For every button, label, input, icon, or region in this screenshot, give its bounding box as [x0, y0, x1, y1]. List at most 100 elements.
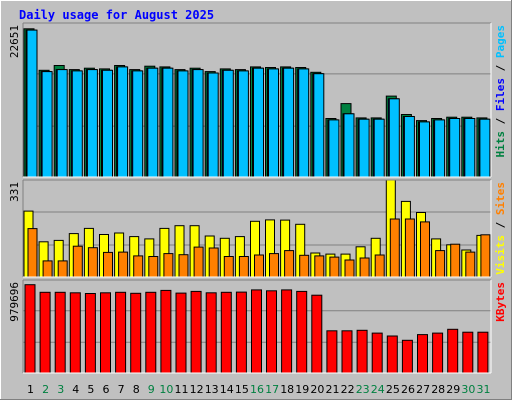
- bar-kbytes-19: [296, 290, 308, 374]
- bar-kbytes-20: [311, 294, 323, 374]
- x-tick-label-28: 28: [431, 383, 445, 396]
- bar-pages-27: [419, 121, 430, 178]
- bar-pages-3: [56, 69, 68, 178]
- bar-pages-30: [464, 118, 476, 178]
- legend-hits: Hits: [494, 131, 507, 158]
- x-tick-label-30: 30: [461, 383, 475, 396]
- panel-legend: Visits / Sites: [494, 182, 507, 275]
- x-tick-label-9: 9: [148, 383, 155, 396]
- bar-kbytes-25: [386, 335, 398, 374]
- bar-kbytes-22: [341, 330, 353, 374]
- panel-max-label: 979696: [8, 282, 21, 322]
- bar-kbytes-3: [54, 291, 66, 374]
- x-tick-label-31: 31: [477, 383, 491, 396]
- bar-pages-11: [177, 70, 189, 178]
- bar-kbytes-6: [100, 292, 111, 374]
- bar-kbytes-28: [432, 332, 444, 374]
- bar-kbytes-13: [205, 292, 217, 374]
- bar-kbytes-26: [401, 339, 413, 374]
- bar-sites-13: [208, 247, 219, 278]
- legend-separator: /: [494, 215, 507, 235]
- bar-kbytes-11: [175, 292, 187, 374]
- panel-max-label: 22651: [8, 25, 21, 58]
- bar-pages-1: [26, 29, 38, 178]
- x-tick-label-13: 13: [205, 383, 219, 396]
- x-tick-label-10: 10: [159, 383, 173, 396]
- panel-max-label: 331: [8, 182, 21, 202]
- bar-pages-14: [222, 69, 234, 178]
- bar-sites-30: [465, 251, 476, 278]
- bar-kbytes-16: [251, 289, 262, 374]
- bar-sites-9: [148, 256, 159, 278]
- x-tick-label-24: 24: [371, 383, 385, 396]
- bar-sites-19: [299, 254, 310, 278]
- x-tick-label-23: 23: [356, 383, 370, 396]
- bar-pages-2: [41, 71, 53, 178]
- panel-hits-files-pages: 22651 Hits / Files / Pages: [8, 22, 507, 178]
- bar-sites-20: [314, 255, 325, 278]
- x-tick-label-5: 5: [87, 383, 94, 396]
- bar-pages-24: [373, 118, 385, 178]
- x-tick-label-21: 21: [326, 383, 340, 396]
- bar-pages-21: [328, 119, 340, 178]
- bar-pages-5: [86, 69, 98, 178]
- bar-kbytes-31: [477, 331, 489, 374]
- panel-legend: Hits / Files / Pages: [494, 25, 507, 158]
- bar-kbytes-2: [39, 291, 51, 374]
- panel-visits-sites: 331 Visits / Sites: [8, 179, 507, 278]
- panel-kbytes: 979696 KBytes: [8, 279, 507, 374]
- bar-sites-25: [389, 218, 400, 278]
- legend-files: Files: [494, 78, 507, 111]
- bar-pages-9: [147, 67, 159, 178]
- bar-kbytes-23: [356, 329, 368, 374]
- bar-pages-16: [253, 67, 264, 178]
- x-tick-label-18: 18: [280, 383, 294, 396]
- bar-sites-6: [103, 251, 113, 278]
- x-tick-label-8: 8: [133, 383, 140, 396]
- bar-sites-16: [254, 254, 264, 278]
- bar-kbytes-30: [462, 331, 474, 374]
- x-tick-label-4: 4: [72, 383, 79, 396]
- bar-pages-4: [71, 70, 83, 178]
- bar-sites-17: [269, 253, 279, 278]
- bar-pages-6: [102, 69, 113, 178]
- x-tick-label-16: 16: [250, 383, 264, 396]
- bar-pages-26: [403, 116, 415, 178]
- bar-sites-7: [118, 251, 129, 278]
- bar-sites-15: [238, 256, 249, 278]
- bar-pages-10: [162, 67, 174, 178]
- x-tick-label-2: 2: [42, 383, 49, 396]
- bar-kbytes-12: [190, 290, 202, 374]
- bar-pages-12: [192, 69, 204, 178]
- legend-separator: /: [494, 58, 507, 78]
- bar-kbytes-1: [24, 284, 36, 374]
- bar-pages-15: [237, 70, 249, 178]
- bar-kbytes-5: [84, 293, 96, 374]
- x-tick-label-19: 19: [295, 383, 309, 396]
- bar-sites-3: [57, 260, 68, 278]
- bar-pages-23: [358, 118, 370, 178]
- bar-kbytes-29: [447, 328, 459, 374]
- bar-sites-2: [42, 260, 53, 278]
- bar-kbytes-14: [220, 291, 232, 374]
- bar-kbytes-7: [115, 291, 127, 374]
- bar-kbytes-18: [281, 289, 293, 374]
- bar-kbytes-17: [266, 290, 277, 374]
- bar-sites-5: [87, 247, 98, 278]
- bar-sites-31: [480, 234, 491, 278]
- bar-kbytes-4: [69, 292, 81, 374]
- x-tick-label-15: 15: [235, 383, 249, 396]
- x-tick-label-3: 3: [57, 383, 64, 396]
- x-tick-label-22: 22: [341, 383, 355, 396]
- bar-pages-28: [434, 119, 446, 178]
- legend-separator: /: [494, 111, 507, 131]
- bar-sites-1: [27, 228, 38, 278]
- bar-sites-12: [193, 246, 204, 278]
- bar-pages-7: [117, 66, 129, 178]
- bar-pages-8: [132, 70, 144, 178]
- x-tick-label-26: 26: [401, 383, 415, 396]
- x-tick-label-7: 7: [118, 383, 125, 396]
- bar-pages-17: [268, 68, 279, 178]
